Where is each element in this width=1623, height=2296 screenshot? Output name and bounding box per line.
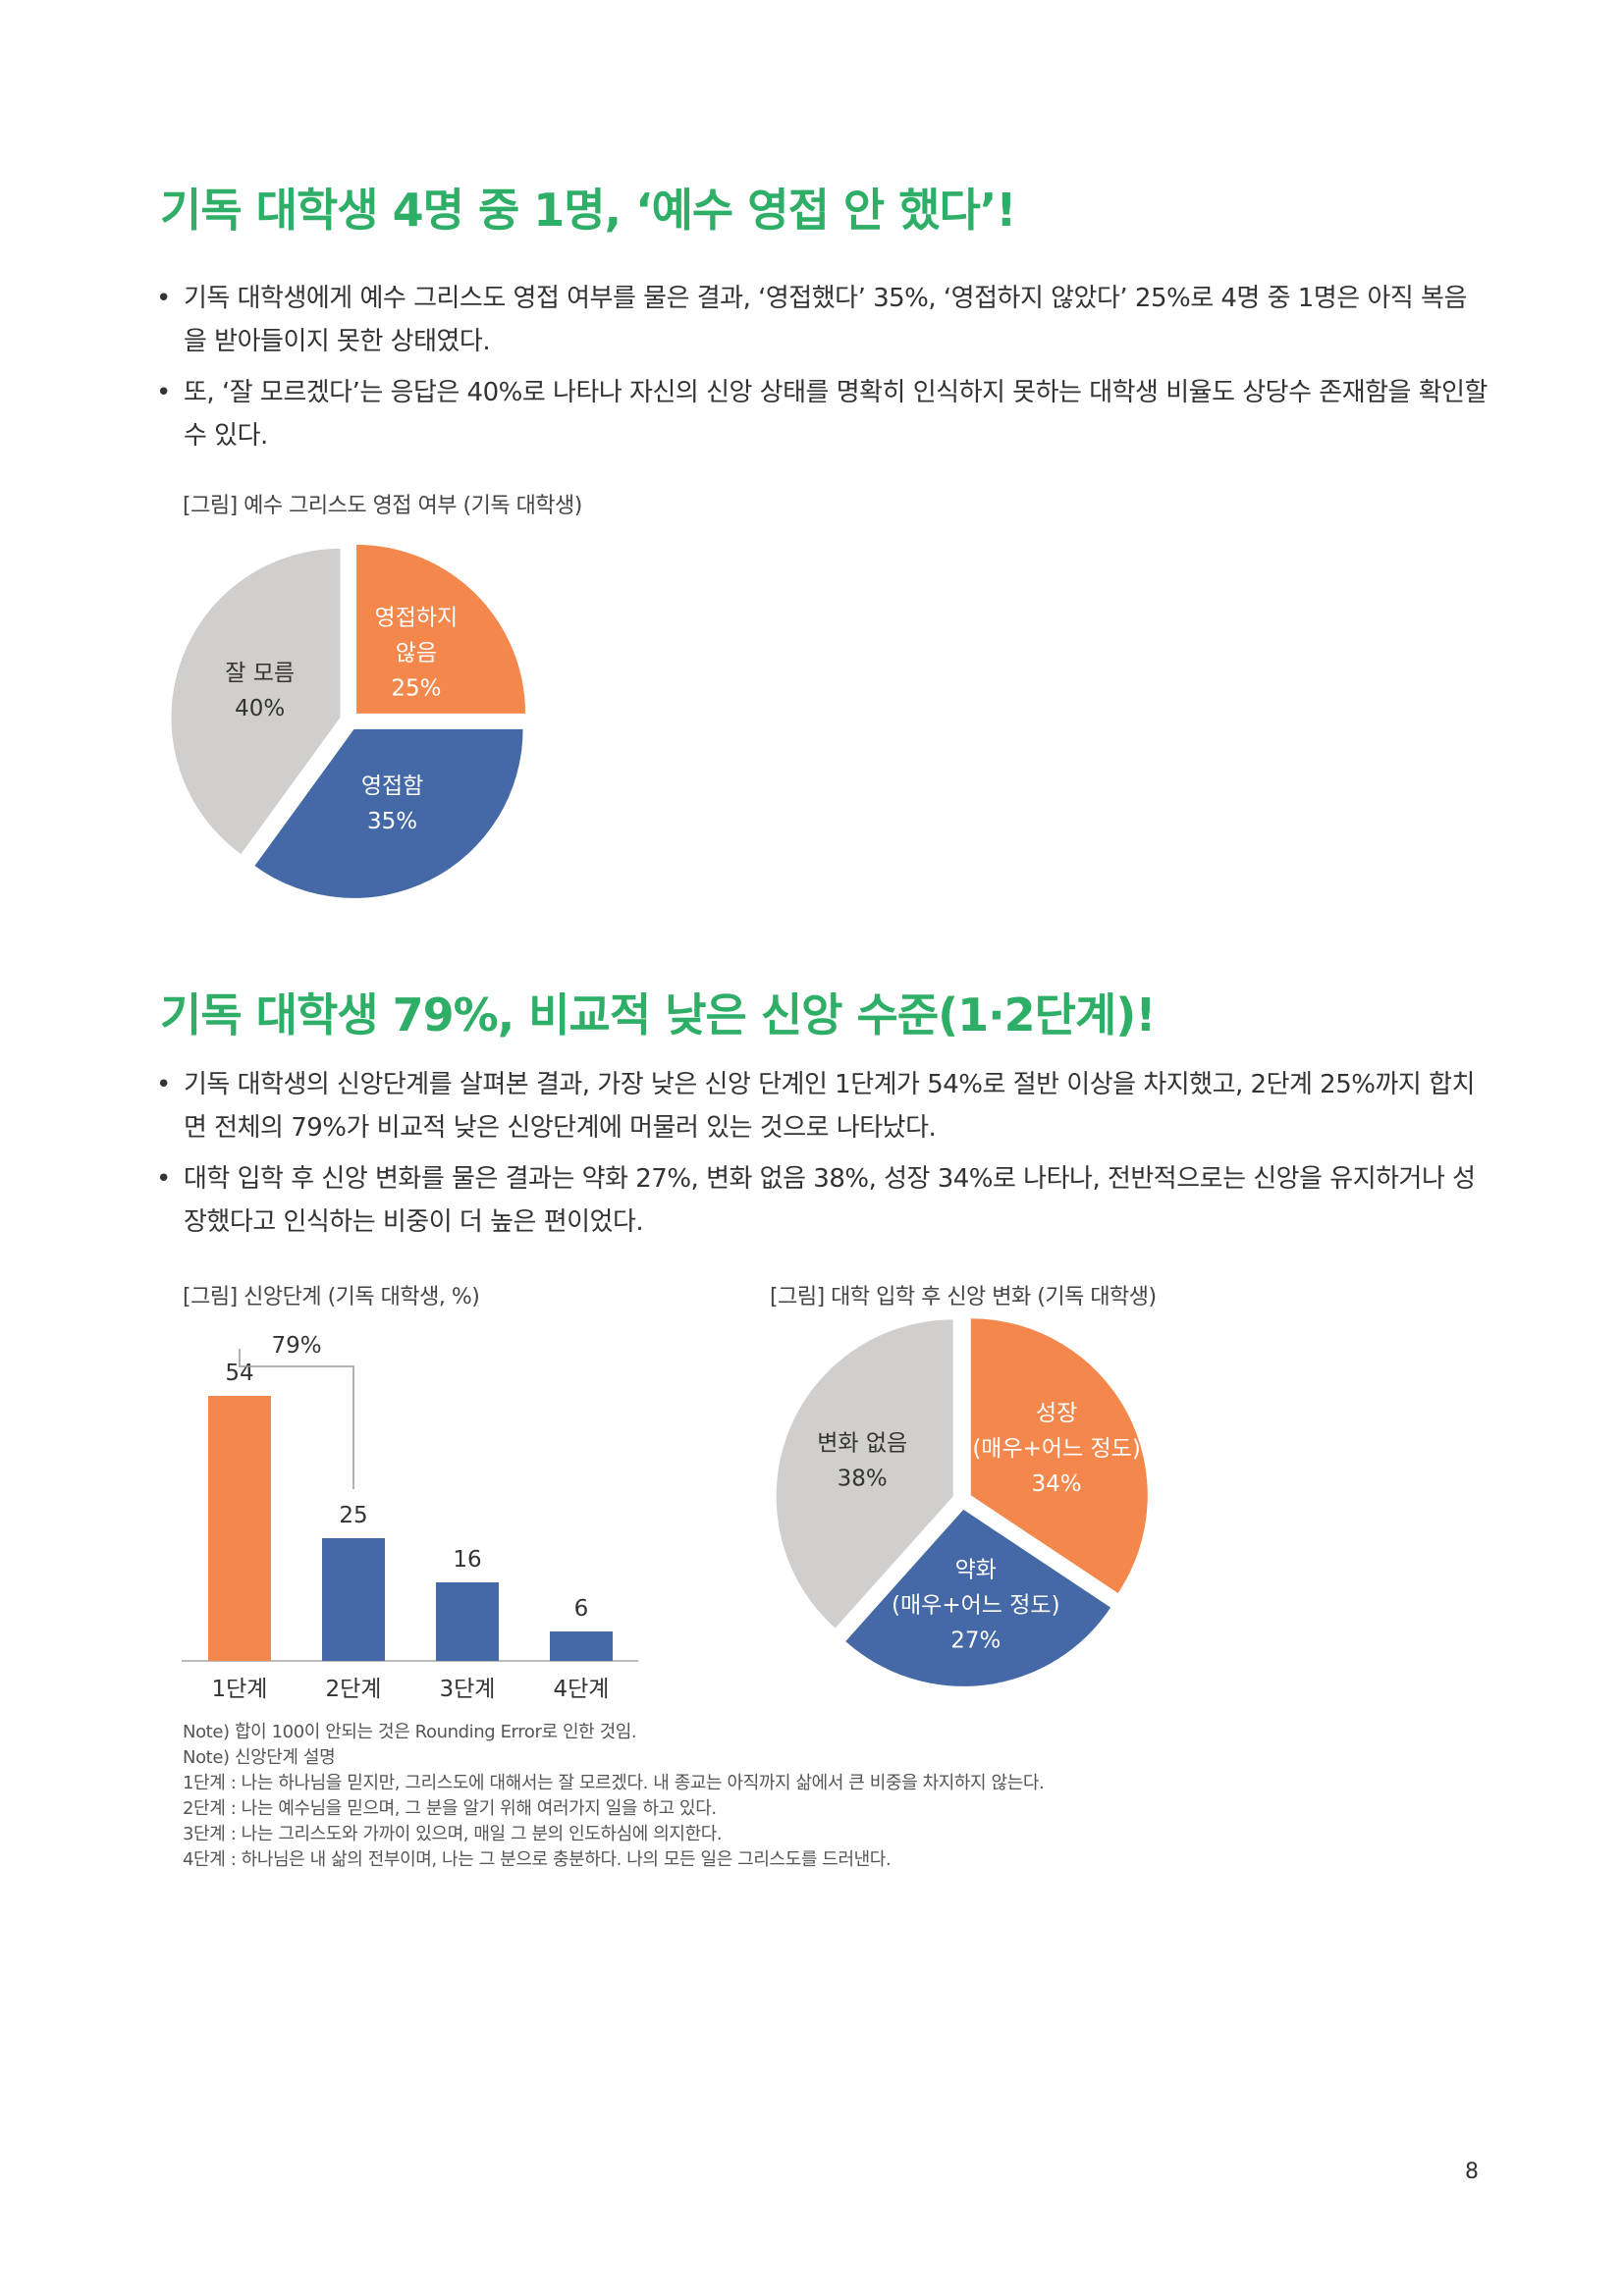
bar [436,1582,499,1661]
category-label: 3단계 [440,1677,496,1702]
bullet-icon: • [156,1164,171,1194]
bullet-item: • 대학 입학 후 신앙 변화를 물은 결과는 약화 27%, 변화 없음 38%… [152,1157,1488,1244]
section2-heading: 기독 대학생 79%, 비교적 낮은 신앙 수준(1·2단계)! [160,988,1156,1041]
page-number: 8 [1465,2160,1479,2184]
bar [550,1631,613,1661]
category-label: 2단계 [326,1677,382,1702]
faith-change-pie-chart: 성장 (매우+어느 정도) 34% 약화 (매우+어느 정도) 27% 변화 없음 38% [776,1318,1148,1686]
pie-slice-label: 성장 [1036,1401,1077,1426]
bar-value-label: 6 [574,1596,589,1622]
bracket-label: 79% [271,1333,321,1359]
bracket-line [239,1349,354,1489]
pie-slice-label: (매우+어느 정도) [972,1436,1140,1462]
pie-slice [970,1318,1148,1593]
note-line: 3단계 : 나는 그리스도와 가까이 있으며, 매일 그 분의 인도하심에 의지… [183,1824,723,1844]
bullet-text: 또, ‘잘 모르겠다’는 응답은 40%로 나타나 자신의 신앙 상태를 명확히… [184,378,1488,451]
bar [322,1538,385,1661]
bullet-text: 기독 대학생의 신앙단계를 살펴본 결과, 가장 낮은 신앙 단계인 1단계가 … [184,1070,1475,1143]
figure-caption-faith-stage: [그림] 신앙단계 (기독 대학생, %) [183,1285,480,1309]
pie-slice [356,544,526,714]
note-line: 4단계 : 하나님은 내 삶의 전부이며, 나는 그 분으로 충분하다. 나의 … [183,1849,892,1870]
pie-slice-label: 35% [367,809,417,834]
note-line: Note) 신앙단계 설명 [183,1747,336,1768]
note-line: 1단계 : 나는 하나님을 믿지만, 그리스도에 대해서는 잘 모르겠다. 내 … [183,1773,1045,1793]
section1-bullets: • 기독 대학생에게 예수 그리스도 영접 여부를 물은 결과, ‘영접했다’ 3… [152,277,1488,465]
note-line: 2단계 : 나는 예수님을 믿으며, 그 분을 알기 위해 여러가지 일을 하고… [183,1798,717,1819]
section2-bullets: • 기독 대학생의 신앙단계를 살펴본 결과, 가장 낮은 신앙 단계인 1단계가… [152,1063,1488,1252]
bullet-item: • 또, ‘잘 모르겠다’는 응답은 40%로 나타나 자신의 신앙 상태를 명확… [152,371,1488,457]
note-line: Note) 합이 100이 안되는 것은 Rounding Error로 인한 … [183,1722,637,1742]
pie-slice-label: 38% [838,1467,888,1492]
pie-slice-label: (매우+어느 정도) [892,1593,1060,1619]
section1-heading: 기독 대학생 4명 중 1명, ‘예수 영접 안 했다’! [160,184,1016,237]
bar-value-label: 25 [339,1503,367,1528]
bullet-icon: • [156,284,171,313]
bullet-text: 대학 입학 후 신앙 변화를 물은 결과는 약화 27%, 변화 없음 38%,… [184,1164,1476,1237]
pie-slice-label: 잘 모름 [225,661,295,686]
bar-value-label: 16 [453,1547,481,1573]
pie-slice-label: 않음 [396,641,437,667]
pie-slice [845,1509,1111,1686]
pie-slice-label: 27% [950,1629,1001,1654]
pie-slice-label: 변화 없음 [817,1431,907,1457]
category-label: 4단계 [554,1677,610,1702]
pie-slice [171,548,341,855]
category-label: 1단계 [212,1677,268,1702]
figure-caption-faith-change: [그림] 대학 입학 후 신앙 변화 (기독 대학생) [770,1285,1157,1309]
pie-slice-label: 25% [391,676,441,702]
pie-slice-label: 영접하지 [375,606,459,631]
pie-slice-label: 40% [235,696,285,721]
pie-slice [776,1319,953,1629]
pie-slice [254,728,523,898]
pie-slice-label: 34% [1032,1471,1082,1497]
notes: Note) 합이 100이 안되는 것은 Rounding Error로 인한 … [183,1720,1045,1873]
bullet-text: 기독 대학생에게 예수 그리스도 영접 여부를 물은 결과, ‘영접했다’ 35… [184,284,1467,356]
bullet-icon: • [156,378,171,407]
bullet-icon: • [156,1070,171,1099]
figure-caption-salvation: [그림] 예수 그리스도 영접 여부 (기독 대학생) [183,494,582,518]
bar [208,1396,271,1661]
bullet-item: • 기독 대학생에게 예수 그리스도 영접 여부를 물은 결과, ‘영접했다’ 3… [152,277,1488,363]
pie-slice-label: 영접함 [361,774,423,799]
pie-slice-label: 약화 [955,1558,997,1583]
bullet-item: • 기독 대학생의 신앙단계를 살펴본 결과, 가장 낮은 신앙 단계인 1단계가… [152,1063,1488,1149]
